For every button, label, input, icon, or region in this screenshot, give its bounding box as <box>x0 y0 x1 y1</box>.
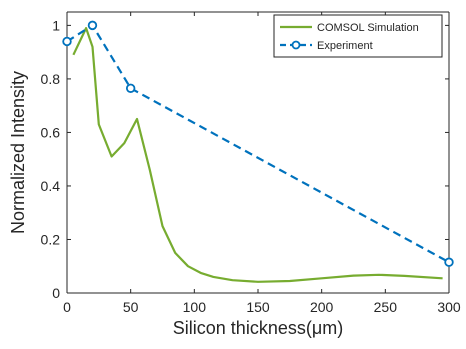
x-axis-label: Silicon thickness(μm) <box>173 318 343 338</box>
x-tick-label: 150 <box>246 299 270 315</box>
data-point-experiment <box>87 20 98 31</box>
y-tick-label: 1 <box>52 17 60 33</box>
legend-marker-experiment <box>291 40 301 50</box>
legend-label-experiment: Experiment <box>317 40 373 52</box>
x-tick-label: 300 <box>437 299 461 315</box>
x-tick-label: 50 <box>123 299 139 315</box>
y-tick-label: 0.2 <box>41 231 61 247</box>
data-point-experiment <box>444 257 454 267</box>
x-tick-label: 250 <box>374 299 398 315</box>
legend-box <box>273 14 443 58</box>
data-point-experiment <box>125 83 136 93</box>
data-point-experiment <box>62 36 72 47</box>
x-tick-label: 100 <box>183 299 207 315</box>
y-tick-label: 0.4 <box>41 178 61 194</box>
legend-label-comsol: COMSOL Simulation <box>317 22 419 34</box>
legend: COMSOL Simulation Experiment <box>273 14 443 58</box>
series-line-experiment <box>66 24 450 264</box>
series-layer <box>62 20 454 283</box>
y-tick-label: 0 <box>52 285 60 301</box>
y-axis-label: Normalized Intensity <box>8 71 28 234</box>
x-tick-label: 0 <box>63 299 71 315</box>
y-tick-label: 0.6 <box>41 124 61 140</box>
x-tick-label: 200 <box>310 299 334 315</box>
y-tick-label: 0.8 <box>41 71 61 87</box>
series-line-comsol <box>72 27 443 283</box>
y-ticks: 0 0.2 0.4 0.6 0.8 1 <box>41 17 449 301</box>
